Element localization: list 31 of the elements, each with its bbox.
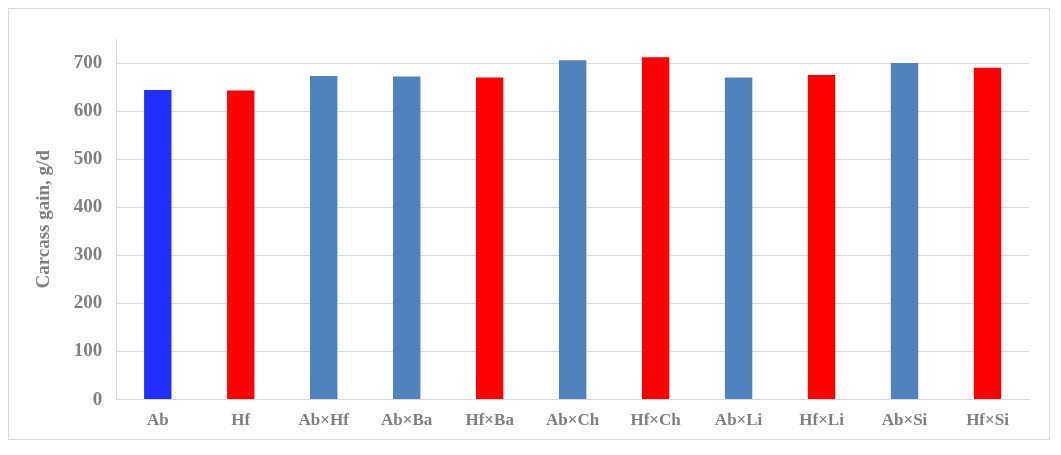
x-tick-label: Ab×Ba <box>381 410 433 430</box>
bar <box>724 77 753 400</box>
x-tick-label: Ab×Si <box>881 410 928 430</box>
y-tick-label: 400 <box>73 195 103 217</box>
x-tick-label: Hf×Si <box>966 410 1010 430</box>
y-tick-label: 0 <box>92 387 103 409</box>
y-tick-label: 100 <box>73 339 103 361</box>
bar <box>227 90 255 400</box>
y-tick-label: 300 <box>73 243 103 265</box>
bar <box>641 57 670 400</box>
x-tick-label: Ab×Hf <box>298 410 350 430</box>
bar <box>973 67 1002 400</box>
x-tick-label: Ab×Li <box>714 410 763 430</box>
y-axis-title: Carcass gain, g/d <box>32 149 54 289</box>
x-tick-label: Hf×Ch <box>630 410 682 430</box>
y-tick-label: 700 <box>73 50 103 72</box>
bar <box>144 89 172 400</box>
bar <box>393 76 421 400</box>
x-tick-label: Hf×Li <box>799 410 845 430</box>
bar <box>310 76 338 400</box>
y-tick-label: 500 <box>73 147 103 169</box>
bar <box>890 63 919 400</box>
y-tick-label: 600 <box>73 99 103 121</box>
x-tick-label: Hf×Ba <box>465 410 515 430</box>
bar <box>558 60 587 400</box>
x-tick-label: Ab <box>146 410 169 430</box>
bar <box>807 75 836 400</box>
x-tick-label: Hf <box>231 410 251 430</box>
y-tick-label: 200 <box>73 291 103 313</box>
x-tick-label: Ab×Ch <box>546 410 600 430</box>
bar <box>475 77 504 400</box>
